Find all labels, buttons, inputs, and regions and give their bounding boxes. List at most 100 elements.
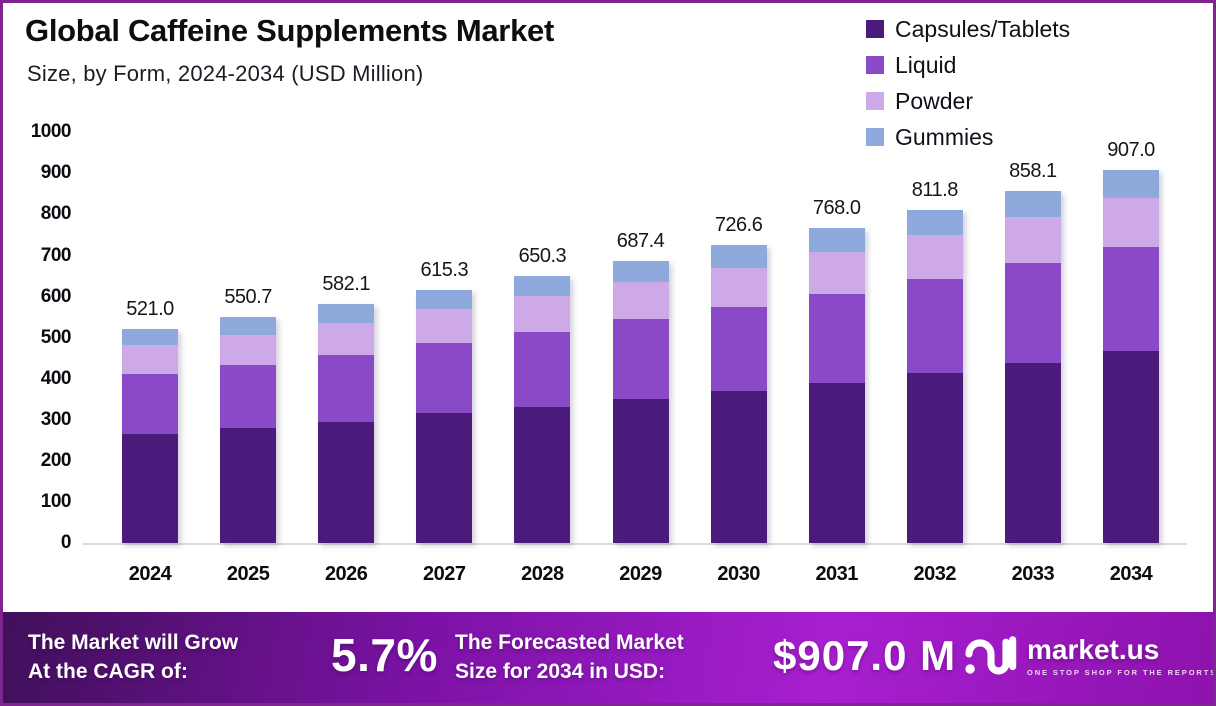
segment-liquid-2026	[318, 355, 375, 423]
bar-2026	[318, 303, 375, 543]
cagr-label: The Market will Grow At the CAGR of:	[28, 628, 238, 687]
bar-total-label: 907.0	[1107, 139, 1155, 162]
bar-total-label: 582.1	[322, 272, 370, 295]
segment-powder-2032	[906, 234, 963, 280]
page-subtitle: Size, by Form, 2024-2034 (USD Million)	[27, 61, 424, 86]
segment-liquid-2028	[514, 331, 571, 407]
bar-2029	[612, 260, 669, 543]
cagr-label-line1: The Market will Grow	[28, 631, 239, 654]
segment-capsules-tablets-2032	[906, 372, 963, 543]
cagr-value: 5.7%	[331, 629, 438, 681]
bar-total-label: 550.7	[224, 285, 272, 308]
segment-capsules-tablets-2031	[808, 382, 865, 543]
legend-label-liquid: Liquid	[895, 51, 957, 78]
legend-swatch-gummies	[866, 128, 884, 146]
legend-label-capsules-tablets: Capsules/Tablets	[895, 15, 1071, 42]
segment-liquid-2030	[710, 307, 767, 392]
forecast-value: $907.0 M	[773, 632, 957, 679]
y-axis-tick: 700	[40, 244, 72, 266]
bar-total-label: 650.3	[518, 244, 567, 267]
segment-liquid-2033	[1004, 263, 1061, 364]
segment-powder-2026	[318, 322, 375, 356]
y-axis-tick: 400	[40, 367, 72, 389]
x-axis-label: 2025	[226, 563, 270, 585]
bar-total-label: 726.6	[714, 213, 763, 236]
segment-capsules-tablets-2034	[1103, 350, 1159, 543]
x-axis-label: 2033	[1011, 563, 1055, 585]
brand-name: market.us	[1027, 634, 1160, 665]
y-axis: 1000 900 800 700 600 500 400 300 200 100 0	[3, 3, 75, 703]
y-axis-tick: 0	[60, 532, 72, 553]
segment-capsules-tablets-2030	[710, 391, 767, 543]
legend-swatch-powder	[866, 92, 884, 110]
bar-2027	[416, 290, 473, 543]
segment-gummies-2029	[612, 260, 669, 282]
segment-powder-2025	[220, 334, 277, 366]
x-axis-label: 2031	[815, 563, 858, 585]
segment-powder-2028	[514, 296, 571, 332]
legend-label-powder: Powder	[895, 87, 973, 114]
legend-item-powder: Powder	[866, 83, 1070, 119]
marketus-brand: market.us ONE STOP SHOP FOR THE REPORTS	[965, 632, 1216, 681]
segment-gummies-2034	[1103, 170, 1159, 199]
bar-2030	[710, 244, 767, 543]
y-axis-tick: 100	[40, 490, 72, 512]
legend-swatch-capsules-tablets	[866, 20, 884, 38]
bar-total-label: 768.0	[812, 196, 861, 219]
y-axis-tick: 200	[40, 449, 72, 471]
brand-tagline: ONE STOP SHOP FOR THE REPORTS	[1027, 668, 1216, 677]
segment-gummies-2030	[710, 244, 767, 268]
segment-capsules-tablets-2028	[514, 406, 571, 543]
y-axis-tick: 600	[40, 285, 72, 307]
bar-2025	[220, 316, 277, 543]
segment-powder-2029	[612, 281, 669, 319]
segment-powder-2027	[416, 309, 473, 344]
segment-liquid-2025	[220, 365, 277, 428]
y-axis-tick: 1000	[30, 121, 72, 143]
bar-total-label: 811.8	[911, 178, 959, 201]
bar-2024	[122, 329, 178, 543]
segment-gummies-2027	[416, 290, 473, 310]
y-axis-tick: 500	[40, 326, 72, 348]
bar-total-label: 687.4	[616, 229, 665, 252]
x-axis-label: 2029	[619, 563, 662, 585]
x-axis-label: 2024	[128, 563, 172, 585]
segment-capsules-tablets-2029	[612, 399, 669, 543]
segment-gummies-2031	[808, 227, 865, 253]
segment-gummies-2032	[906, 209, 963, 235]
legend-label-gummies: Gummies	[895, 123, 994, 150]
legend-item-liquid: Liquid	[866, 47, 1070, 83]
segment-gummies-2028	[514, 275, 571, 297]
segment-liquid-2024	[122, 374, 178, 434]
segment-powder-2034	[1103, 198, 1159, 248]
segment-liquid-2029	[612, 318, 669, 400]
forecast-label-line1: The Forecasted Market	[455, 631, 684, 654]
bar-2034	[1103, 170, 1159, 543]
segment-capsules-tablets-2025	[220, 427, 277, 543]
x-axis-label: 2034	[1109, 563, 1153, 585]
bar-2031	[808, 227, 865, 543]
forecast-label: The Forecasted Market Size for 2034 in U…	[455, 628, 684, 687]
segment-powder-2031	[808, 252, 865, 295]
stacked-bar-chart: 1000 900 800 700 600 500 400 300 200 100 0 521.0 20…	[3, 3, 1213, 703]
x-axis-label: 2032	[913, 563, 957, 585]
legend: Capsules/Tablets Liquid Powder Gummies	[866, 11, 1070, 155]
bar-total-label: 615.3	[420, 259, 469, 282]
segment-powder-2030	[710, 267, 767, 308]
y-axis-tick: 900	[40, 162, 72, 184]
marketus-logo-icon	[965, 632, 1017, 681]
bar-2033	[1004, 190, 1061, 543]
x-axis-line	[83, 543, 1187, 545]
bar-2032	[906, 209, 963, 543]
legend-item-capsules-tablets: Capsules/Tablets	[866, 11, 1070, 47]
segment-powder-2033	[1004, 217, 1061, 264]
bar-2028	[514, 275, 571, 543]
legend-swatch-liquid	[866, 56, 884, 74]
segment-capsules-tablets-2026	[318, 422, 375, 543]
segment-liquid-2032	[906, 279, 963, 373]
bottom-banner: The Market will Grow At the CAGR of: 5.7…	[3, 612, 1213, 703]
page-title: Global Caffeine Supplements Market	[25, 13, 554, 48]
legend-item-gummies: Gummies	[866, 119, 1070, 155]
segment-gummies-2025	[220, 316, 277, 335]
